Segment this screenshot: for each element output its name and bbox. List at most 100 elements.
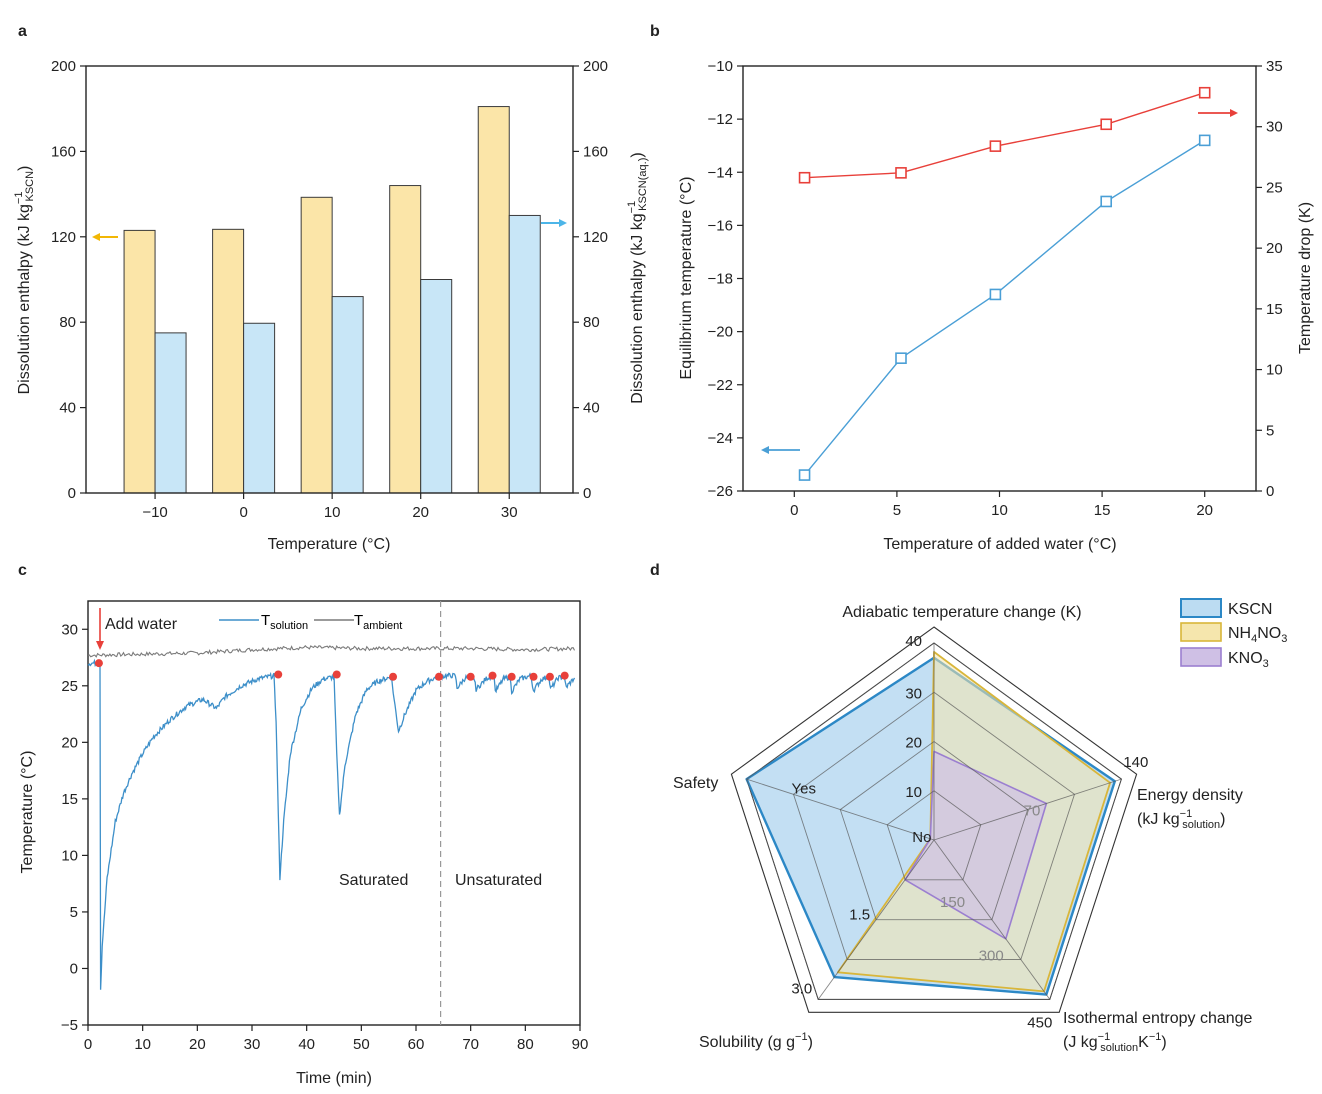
bar-kscn-0: [123, 229, 156, 494]
radar-grid-ring-2: [792, 691, 1076, 960]
x-tick-label: 30: [501, 504, 518, 521]
x-tick-label: 90: [572, 1036, 589, 1053]
bar-kscn-4: [477, 106, 510, 494]
legend-solution-label: Tsolution: [261, 612, 308, 632]
y-right-tick-label: 40: [583, 400, 600, 417]
y-left-tick-label: −24: [708, 430, 733, 447]
add-water-label: Add water: [105, 616, 178, 633]
y-tick-label: 15: [61, 791, 78, 808]
radar-axis-energy-label: Energy density: [1137, 787, 1243, 804]
addition-marker-7: [507, 672, 516, 681]
temperature-drop-point-0: [798, 171, 811, 184]
y-right-tick-label: 20: [1266, 240, 1283, 257]
ylabel-left-sup: −1: [13, 192, 25, 205]
addition-marker-1: [274, 670, 283, 679]
legend-ambient-label: Tambient: [354, 612, 402, 632]
radar-grid-ring-1: [839, 740, 1029, 921]
right-axis-arrowhead-icon: [559, 219, 567, 227]
equilibrium-point-4: [1198, 134, 1211, 147]
panel-a: a −10 0 10 20 30 0 0 40 40 80 80 120 120 160 160 200 200…: [13, 23, 649, 553]
panel-a-ylabel-right: Dissolution enthalpy (kJ kg−1KSCN(aq.)): [626, 152, 649, 403]
x-tick-label: 20: [1196, 502, 1213, 519]
radar-tick-solubility: 1.5: [849, 907, 870, 924]
y-left-tick-label: −26: [708, 483, 733, 500]
y-right-tick-label: 25: [1266, 179, 1283, 196]
y-tick-label: −5: [61, 1017, 78, 1034]
ylabel-right-text: Dissolution enthalpy (kJ kg: [629, 213, 646, 403]
panel-a-frame: [85, 65, 574, 494]
x-tick-label: −10: [142, 504, 167, 521]
addition-marker-3: [389, 672, 398, 681]
legend-kno3-swatch: [1180, 647, 1222, 667]
temperature-drop-point-3: [1100, 118, 1113, 131]
left-axis-arrowhead-icon: [92, 233, 100, 241]
ylabel-right-post: ): [629, 152, 646, 157]
y-tick-label: 10: [61, 847, 78, 864]
panel-b-series: [798, 86, 1211, 481]
panel-b-ylabel-left: Equilibrium temperature (°C): [678, 177, 695, 380]
radar-tick-adiabatic: 40: [905, 633, 922, 650]
y-right-tick-label: 120: [583, 229, 608, 246]
ambient-temperature-line: [87, 645, 575, 658]
y-right-tick-label: 10: [1266, 362, 1283, 379]
entropy-unit-sup: −1: [1098, 1031, 1111, 1043]
x-tick-label: 20: [189, 1036, 206, 1053]
unsaturated-label: Unsaturated: [455, 872, 542, 889]
legend-kno3-label: KNO3: [1228, 650, 1269, 670]
panel-c-axes: 0 10 20 30 40 50 60 70 80 90 −5 0 5 10 15 20 25 30: [61, 621, 588, 1053]
panel-c-ylabel: Temperature (°C): [19, 751, 36, 874]
bar-kscnaq-3: [420, 279, 453, 494]
solubility-pre: Solubility (g g: [699, 1034, 795, 1051]
entropy-unit-sup2: −1: [1149, 1031, 1162, 1043]
y-left-tick-label: −14: [708, 164, 733, 181]
bar-kscnaq-2: [331, 296, 364, 494]
radar-tick-adiabatic: 30: [905, 685, 922, 702]
equilibrium-point-3: [1100, 195, 1113, 208]
radar-axis-entropy-unit: (J kg−1 solutionK−1): [1063, 1031, 1167, 1054]
entropy-unit-mid: K: [1138, 1034, 1149, 1051]
y-left-tick-label: −20: [708, 324, 733, 341]
x-tick-label: 5: [893, 502, 901, 519]
y-right-tick-label: 15: [1266, 301, 1283, 318]
radar-tick-adiabatic: 20: [905, 735, 922, 752]
radar-spoke-1: [933, 778, 1122, 841]
temperature-drop-line: [804, 92, 1205, 179]
legend-nh4no3-swatch: [1180, 622, 1222, 642]
y-left-tick-label: 200: [51, 58, 76, 75]
y-right-tick-label: 5: [1266, 422, 1274, 439]
addition-marker-0: [94, 659, 103, 668]
x-tick-label: 60: [408, 1036, 425, 1053]
y-tick-label: 30: [61, 621, 78, 638]
x-tick-label: 0: [84, 1036, 92, 1053]
panel-c-series: [87, 601, 576, 1025]
addition-marker-4: [434, 672, 443, 681]
x-tick-label: 0: [790, 502, 798, 519]
x-tick-label: 10: [991, 502, 1008, 519]
y-left-tick-label: −22: [708, 377, 733, 394]
radar-series-2: [904, 750, 1048, 940]
radar-axis-safety-label: Safety: [673, 775, 718, 792]
radar-tick-entropy: 450: [1027, 1014, 1052, 1031]
y-right-tick-label: 0: [1266, 483, 1274, 500]
x-tick-label: 70: [462, 1036, 479, 1053]
panel-b-xlabel: Temperature of added water (°C): [883, 536, 1116, 553]
y-right-tick-label: 80: [583, 314, 600, 331]
left-axis-arrowhead-icon: [761, 446, 769, 454]
entropy-unit-post: ): [1161, 1034, 1166, 1051]
y-tick-label: 25: [61, 678, 78, 695]
panel-b: b 0 5 10 15 20 −26 −24 −22 −20 −18 −16 −14 −12 −10 0 5 1…: [650, 23, 1314, 553]
y-left-tick-label: −10: [708, 58, 733, 75]
y-left-tick-label: 0: [68, 485, 76, 502]
entropy-unit-sub: solution: [1100, 1042, 1138, 1054]
equilibrium-point-2: [989, 288, 1002, 301]
radar-tick-safety: No: [912, 829, 931, 846]
solution-temperature-line: [87, 658, 576, 990]
bar-kscn-2: [300, 196, 333, 494]
panel-d: d 10 20 30 40 70 140 150 300 450 1.5 3.0 No Yes Adia…: [650, 562, 1287, 1054]
x-tick-label: 15: [1094, 502, 1111, 519]
equilibrium-point-0: [798, 469, 811, 481]
y-left-tick-label: 120: [51, 229, 76, 246]
y-right-tick-label: 35: [1266, 58, 1283, 75]
bar-kscn-1: [212, 228, 245, 494]
